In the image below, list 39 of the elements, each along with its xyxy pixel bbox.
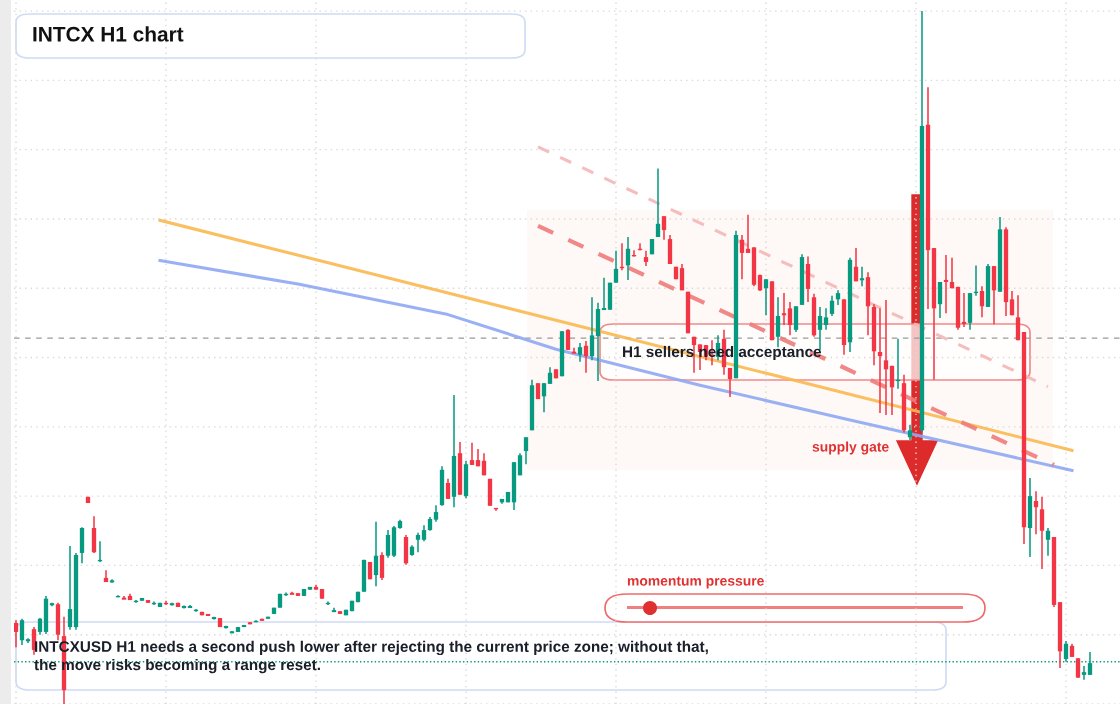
candlestick (889, 365, 895, 416)
candlestick (679, 263, 685, 292)
candlestick (739, 234, 745, 281)
candlestick (469, 442, 475, 466)
text: INTCX H1 chart (33, 26, 184, 42)
candlestick (655, 167, 661, 238)
candlestick (793, 305, 799, 333)
annotation: supply gate (812, 441, 889, 455)
candlestick (1015, 294, 1021, 341)
candlestick (1045, 527, 1051, 557)
candlestick (415, 532, 421, 554)
candlestick (613, 250, 619, 284)
candlestick (577, 342, 583, 363)
candlestick (67, 545, 73, 631)
candlestick (727, 367, 733, 398)
candlestick (379, 551, 385, 581)
candlestick (775, 296, 781, 348)
candlestick (19, 618, 25, 646)
candlestick (883, 299, 889, 416)
candlestick (661, 215, 667, 241)
candlestick (937, 281, 943, 319)
candlestick (541, 382, 547, 414)
candlestick (523, 436, 529, 466)
candlestick (1009, 290, 1015, 317)
candlestick (787, 301, 793, 337)
candlestick (385, 529, 391, 559)
candlestick (589, 296, 595, 362)
candlestick (14, 619, 19, 648)
candlestick (979, 285, 985, 319)
candlestick (1039, 496, 1045, 570)
candlestick (1081, 665, 1087, 681)
candlestick (373, 520, 379, 587)
candlestick (829, 295, 835, 317)
candlestick (1075, 657, 1081, 679)
candlestick (565, 328, 571, 351)
candlestick (445, 478, 451, 500)
annotation: momentum pressure (627, 576, 764, 589)
candlestick (823, 307, 829, 331)
candlestick (763, 278, 769, 317)
